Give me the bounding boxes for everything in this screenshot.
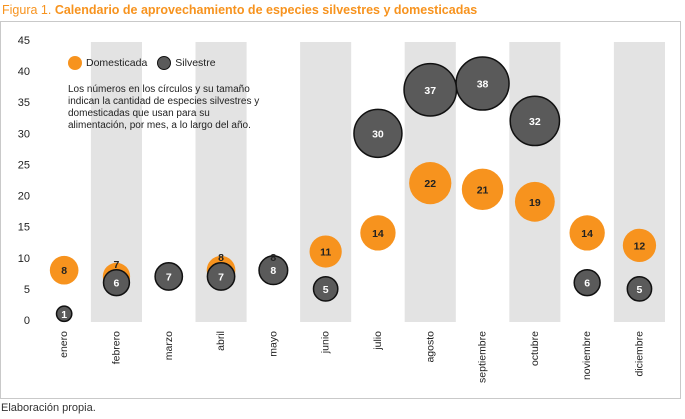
y-tick-label: 0 xyxy=(24,315,30,327)
bubble-label-domesticada: 7 xyxy=(114,259,120,271)
bubble-label-silvestre: 6 xyxy=(114,278,120,290)
bubble-domesticada xyxy=(360,215,396,251)
bubble-label-domesticada: 22 xyxy=(424,178,436,190)
x-tick-label: marzo xyxy=(163,331,175,360)
bubble-label-silvestre: 7 xyxy=(218,271,224,283)
y-tick-label: 35 xyxy=(18,97,30,109)
y-tick-label: 30 xyxy=(18,128,30,140)
bubble-silvestre xyxy=(626,275,653,302)
x-tick-label: abril xyxy=(215,331,227,351)
bubble-label-silvestre: 7 xyxy=(166,271,172,283)
y-tick-label: 25 xyxy=(18,159,30,171)
domesticada-swatch xyxy=(68,56,82,70)
figure-label: Figura 1. xyxy=(2,3,52,17)
bubble-silvestre xyxy=(403,62,458,117)
bubble-label-domesticada: 21 xyxy=(477,184,489,196)
y-tick-label: 20 xyxy=(18,191,30,203)
y-tick-label: 5 xyxy=(24,284,30,296)
bubble-domesticada xyxy=(309,235,342,268)
legend-note: Los números en los círculos y su tamaño … xyxy=(68,84,260,131)
y-tick-label: 10 xyxy=(18,253,30,265)
bubble-domesticada xyxy=(49,255,79,285)
x-tick-label: octubre xyxy=(529,331,541,366)
bubble-silvestre xyxy=(154,262,184,291)
x-tick-label: noviembre xyxy=(581,331,593,380)
bubble-silvestre xyxy=(573,268,601,297)
bubble-label-silvestre: 37 xyxy=(424,85,436,97)
bubble-label-domesticada: 8 xyxy=(270,252,276,264)
bubble-label-domesticada: 11 xyxy=(320,247,331,259)
bubble-domesticada xyxy=(622,228,657,262)
chart-legend: Domesticada Silvestre Los números en los… xyxy=(68,52,268,132)
x-tick-label: diciembre xyxy=(633,331,645,377)
x-tick-label: agosto xyxy=(424,331,436,363)
month-band xyxy=(613,42,665,322)
bubble-silvestre xyxy=(312,275,339,302)
bubble-domesticada xyxy=(461,168,504,211)
y-tick-label: 15 xyxy=(18,222,30,234)
figure-title-text: Calendario de aprovechamiento de especie… xyxy=(54,3,478,17)
y-tick-label: 40 xyxy=(18,66,30,78)
bubble-label-silvestre: 8 xyxy=(270,265,276,277)
bubble-label-domesticada: 19 xyxy=(529,197,541,209)
bubble-silvestre xyxy=(55,305,73,323)
x-tick-label: enero xyxy=(58,331,70,358)
bubble-label-domesticada: 14 xyxy=(372,228,384,240)
chart-frame xyxy=(0,21,681,399)
bubble-silvestre xyxy=(509,95,561,147)
bubble-domesticada xyxy=(569,215,605,251)
legend-item-domesticada: Domesticada xyxy=(68,56,147,70)
x-tick-label: mayo xyxy=(267,331,279,357)
legend-label-domesticada: Domesticada xyxy=(86,57,148,69)
bubble-label-domesticada: 14 xyxy=(581,228,593,240)
bubble-label-silvestre: 38 xyxy=(477,79,489,91)
bubble-silvestre xyxy=(353,108,403,159)
bubble-label-silvestre: 1 xyxy=(61,309,67,321)
legend-item-silvestre: Silvestre xyxy=(157,56,216,70)
bubble-label-silvestre: 5 xyxy=(637,284,643,296)
bubble-domesticada xyxy=(409,161,452,205)
bubble-label-silvestre: 6 xyxy=(584,278,590,290)
source-note: Elaboración propia. xyxy=(1,402,96,414)
bubble-domesticada xyxy=(514,181,555,222)
figure-title: Figura 1. Calendario de aprovechamiento … xyxy=(2,3,477,17)
bubble-silvestre xyxy=(206,262,236,291)
bubble-label-silvestre: 5 xyxy=(323,284,329,296)
legend-label-silvestre: Silvestre xyxy=(175,57,216,69)
bubble-label-domesticada: 12 xyxy=(634,240,646,252)
month-band xyxy=(300,42,352,322)
bubble-label-silvestre: 30 xyxy=(372,128,384,140)
silvestre-swatch xyxy=(157,56,172,70)
bubble-silvestre xyxy=(102,268,131,297)
bubble-silvestre xyxy=(258,255,289,286)
x-tick-label: febrero xyxy=(110,331,122,364)
x-tick-label: junio xyxy=(320,331,332,354)
bubble-label-domesticada: 8 xyxy=(61,265,67,277)
x-tick-label: septiembre xyxy=(477,331,489,383)
bubble-label-silvestre: 32 xyxy=(529,116,541,128)
y-tick-label: 45 xyxy=(18,35,30,47)
bubble-label-domesticada: 8 xyxy=(218,252,224,264)
x-tick-label: julio xyxy=(372,331,384,351)
